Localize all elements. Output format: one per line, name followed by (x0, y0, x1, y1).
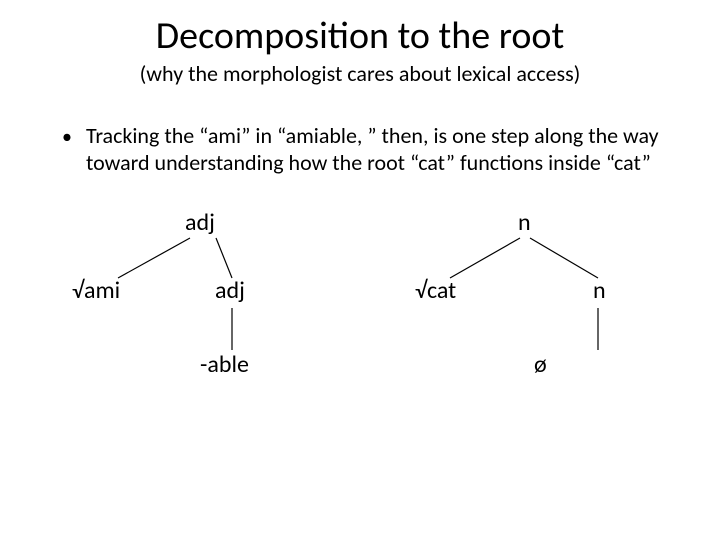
edge (216, 238, 232, 278)
tree-node-null: ø (534, 350, 547, 379)
tree-node-adj-root: adj (185, 208, 215, 237)
tree-node-n-child: n (593, 276, 606, 305)
tree-diagram-area: adj √ami adj -able n √cat n ø (40, 198, 680, 458)
tree-node-root-cat: √cat (415, 276, 456, 305)
slide-subtitle: (why the morphologist cares about lexica… (40, 60, 680, 87)
bullet-item: • Tracking the “ami” in “amiable, ” then… (62, 123, 680, 177)
tree-node-adj-child: adj (215, 276, 245, 305)
tree-node-root-ami: √ami (72, 276, 120, 305)
edge (450, 238, 520, 278)
bullet-text: Tracking the “ami” in “amiable, ” then, … (86, 123, 680, 177)
bullet-list: • Tracking the “ami” in “amiable, ” then… (40, 123, 680, 177)
bullet-marker-icon: • (62, 123, 72, 151)
tree-node-able: -able (200, 350, 249, 379)
slide-title: Decomposition to the root (40, 16, 680, 58)
edge (530, 238, 598, 278)
tree-edges (40, 198, 720, 458)
tree-node-n-root: n (518, 208, 531, 237)
edge (118, 238, 190, 278)
